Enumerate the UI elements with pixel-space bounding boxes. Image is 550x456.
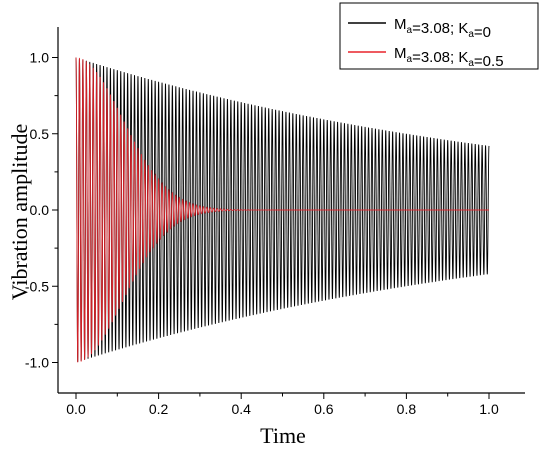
- x-tick-label: 0.8: [397, 401, 417, 417]
- legend-box: [339, 2, 539, 70]
- y-tick-label: 1.0: [30, 50, 50, 66]
- y-tick-label: 0.5: [30, 126, 50, 142]
- x-tick-label: 0.2: [149, 401, 169, 417]
- y-tick-label: 0.0: [30, 202, 50, 218]
- x-tick-label: 0.4: [231, 401, 251, 417]
- y-tick-label: -1.0: [25, 355, 49, 371]
- x-tick-label: 0.6: [314, 401, 334, 417]
- y-tick-label: -0.5: [25, 278, 49, 294]
- series-line-ka-0: [75, 57, 490, 362]
- x-tick-label: 0.0: [66, 401, 86, 417]
- series-line-ka-0-5: [75, 57, 489, 363]
- legend-entry: Ma=3.08; Ka=0: [394, 16, 491, 41]
- y-axis-title: Vibration amplitude: [7, 124, 32, 300]
- x-axis-title: Time: [260, 423, 306, 448]
- series-layer: [75, 57, 490, 363]
- legend: Ma=3.08; Ka=0 Ma=3.08; Ka=0.5: [339, 2, 539, 70]
- x-tick-label: 1.0: [479, 401, 499, 417]
- axes-layer: 0.0 0.2 0.4 0.6 0.8 1.0 -1.0 -0.5 0.0 0.5 1.0: [25, 27, 525, 417]
- legend-entry: Ma=3.08; Ka=0.5: [394, 45, 504, 70]
